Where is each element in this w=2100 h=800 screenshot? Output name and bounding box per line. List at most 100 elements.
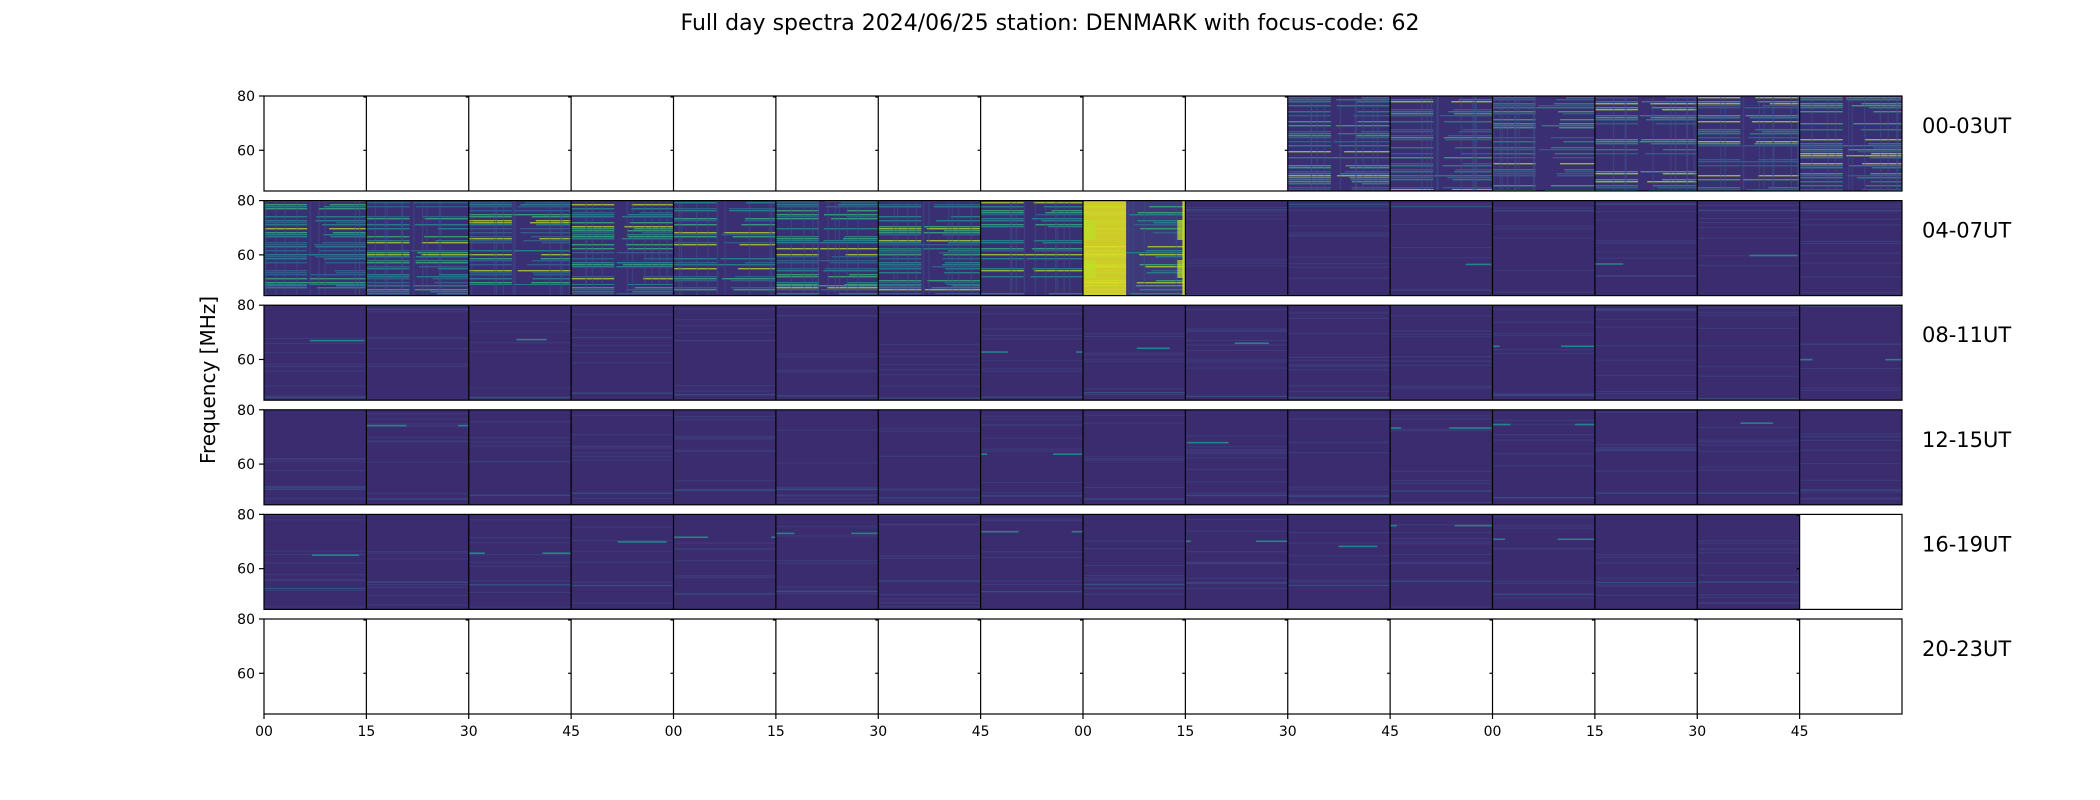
y-tick-label: 60: [237, 143, 255, 159]
spectrum-panel-empty: [571, 96, 674, 191]
x-tick-label: 45: [1381, 724, 1399, 740]
row-label: 00-03UT: [1922, 114, 2011, 138]
spectrum-panel-empty: [1799, 514, 1902, 610]
spectrum-panel-empty: [1492, 619, 1595, 714]
spectrum-panel: [775, 514, 879, 610]
x-tick-label: 30: [1688, 724, 1706, 740]
spectrum-panel: [775, 200, 879, 296]
spectrum-panel: [1185, 409, 1288, 505]
spectrum-panel: [1287, 200, 1391, 296]
spectrum-panel: [468, 409, 572, 505]
spectrum-panel: [1697, 514, 1800, 610]
row-frame: [263, 304, 1903, 401]
spectrum-panel-empty: [775, 619, 879, 714]
spectrum-panel-empty: [775, 96, 879, 191]
spectrum-panel: [1390, 96, 1493, 191]
spectrum-panel-empty: [1083, 619, 1186, 714]
spectrum-panel: [878, 409, 981, 505]
chart-title: Full day spectra 2024/06/25 station: DEN…: [680, 11, 1420, 36]
spectrum-panel: [571, 200, 674, 296]
spectra-row: 60 80 12-15UT: [237, 403, 2011, 506]
spectrum-panel: [1083, 514, 1186, 610]
spectrum-panel: [1083, 200, 1186, 296]
spectrum-panel: [980, 200, 1083, 296]
y-tick-label: 80: [237, 89, 255, 105]
spectrum-panel: [571, 514, 674, 610]
spectrum-panel: [673, 409, 776, 505]
spectrum-panel-empty: [1185, 619, 1288, 714]
spectrum-panel: [366, 514, 469, 610]
spectrum-panel: [468, 200, 572, 296]
spectrum-panel: [775, 409, 879, 505]
spectrum-panel: [1492, 96, 1595, 191]
spectrum-panel: [1492, 409, 1595, 505]
spectrum-panel: [264, 409, 367, 505]
spectrum-panel: [1594, 409, 1698, 505]
spectrum-panel: [1185, 514, 1288, 610]
spectrum-panel: [673, 305, 776, 401]
spectrum-panel: [1492, 305, 1595, 401]
spectrum-panel-empty: [468, 96, 572, 191]
x-tick-label: 45: [562, 724, 580, 740]
spectrum-panel-empty: [366, 619, 469, 714]
spectrum-panel: [468, 305, 572, 401]
spectrum-panel: [1390, 409, 1493, 505]
spectrum-panel: [1492, 200, 1595, 296]
y-tick-label: 60: [237, 457, 255, 473]
y-tick-label: 60: [237, 562, 255, 578]
spectrum-panel: [1390, 514, 1493, 610]
x-tick-label: 30: [460, 724, 478, 740]
row-frame: [263, 95, 1903, 192]
spectrum-panel: [1594, 514, 1698, 610]
spectrum-panel-empty: [571, 619, 674, 714]
spectrum-panel: [1287, 409, 1391, 505]
row-label: 16-19UT: [1922, 532, 2011, 556]
y-tick-label: 80: [237, 612, 255, 628]
x-tick-label: 15: [767, 724, 785, 740]
x-tick-label: 00: [1074, 724, 1092, 740]
spectrum-panel-empty: [1390, 619, 1493, 714]
spectrum-panel-empty: [366, 96, 469, 191]
y-tick-label: 80: [237, 403, 255, 419]
row-frame: [263, 513, 1903, 611]
spectrum-panel: [1287, 96, 1391, 191]
spectrum-panel-empty: [673, 619, 776, 714]
spectrum-panel: [775, 305, 879, 401]
spectrum-panel: [264, 200, 367, 296]
spectrum-panel-empty: [980, 619, 1083, 714]
x-tick-label: 15: [357, 724, 375, 740]
spectrum-panel: [1390, 305, 1493, 401]
spectrum-panel: [1594, 200, 1698, 296]
y-tick-label: 80: [237, 194, 255, 210]
row-frame: [263, 200, 1903, 297]
spectrum-panel-empty: [878, 619, 981, 714]
spectrum-panel-empty: [1287, 619, 1391, 714]
spectra-row: 60 80 08-11UT: [237, 298, 2011, 401]
spectrum-panel-empty: [468, 619, 572, 714]
spectrum-panel: [878, 514, 981, 610]
x-tick-label: 30: [869, 724, 887, 740]
spectrum-panel: [1185, 305, 1288, 401]
spectrum-panel: [366, 409, 469, 505]
spectrum-panel: [1697, 305, 1800, 401]
spectrum-panel-empty: [878, 96, 981, 191]
spectra-row: 60 80 20-23UT: [237, 612, 2011, 715]
spectrum-panel: [673, 200, 776, 296]
spectra-row: 60 80 04-07UT: [237, 194, 2011, 297]
row-label: 08-11UT: [1922, 323, 2011, 347]
y-tick-label: 80: [237, 298, 255, 314]
spectrum-panel-empty: [1185, 96, 1288, 191]
x-tick-label: 00: [1484, 724, 1502, 740]
spectrum-panel: [1083, 409, 1186, 505]
spectrum-panel: [1697, 409, 1800, 505]
spectrum-panel-empty: [1594, 619, 1698, 714]
x-tick-label: 45: [1791, 724, 1809, 740]
spectrum-panel-empty: [1083, 96, 1186, 191]
spectrum-panel: [264, 305, 367, 401]
x-tick-label: 15: [1176, 724, 1194, 740]
row-label: 20-23UT: [1922, 637, 2011, 661]
spectrum-panel: [1799, 200, 1902, 296]
spectrum-panel: [1594, 305, 1698, 401]
row-frame: [263, 409, 1903, 506]
